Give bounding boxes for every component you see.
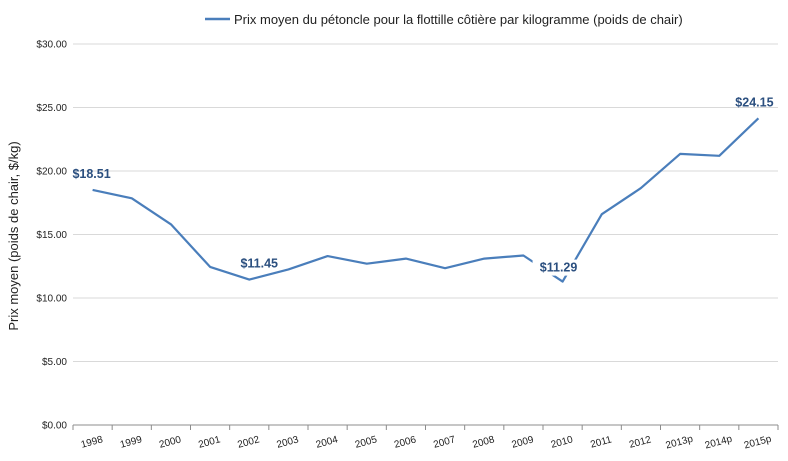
y-tick-label: $10.00 xyxy=(36,294,67,305)
y-tick-label: $15.00 xyxy=(36,230,67,241)
legend-label: Prix moyen du pétoncle pour la flottille… xyxy=(234,12,683,27)
y-tick-label: $25.00 xyxy=(36,103,67,114)
y-axis-ticks: $0.00 $5.00 $10.00 $15.00 $20.00 $25.00 $30.00 xyxy=(36,40,67,432)
x-tick-label: 1998 xyxy=(80,434,105,450)
series-line-path xyxy=(92,117,760,283)
x-tick-label: 2013p xyxy=(665,434,695,452)
x-tick-label: 2011 xyxy=(589,434,613,450)
legend: Prix moyen du pétoncle pour la flottille… xyxy=(205,12,683,27)
x-tick-label: 2012 xyxy=(628,434,653,450)
x-tick-label: 2002 xyxy=(236,434,261,450)
x-tick-label: 2004 xyxy=(315,434,340,450)
y-tick-label: $20.00 xyxy=(36,167,67,178)
x-tick-label: 2010 xyxy=(550,434,575,450)
x-tick-label: 2007 xyxy=(432,434,457,450)
data-label: $18.51 xyxy=(72,167,110,181)
x-tick-label: 2001 xyxy=(197,434,222,450)
series-line xyxy=(92,117,760,283)
data-label: $11.29 xyxy=(540,261,578,275)
data-label: $11.45 xyxy=(240,257,278,271)
y-axis-title: Prix moyen (poids de chair, $/kg) xyxy=(6,141,21,330)
gridlines xyxy=(73,43,778,426)
x-tick-label: 2000 xyxy=(158,434,183,450)
x-tick-label: 2003 xyxy=(276,434,301,450)
x-tick-label: 2006 xyxy=(393,434,418,450)
x-tick-label: 2005 xyxy=(354,434,379,450)
data-labels: $18.51 $11.45 $11.29 $24.15 xyxy=(72,95,774,276)
data-label-bg xyxy=(532,259,585,276)
y-tick-label: $5.00 xyxy=(42,357,67,368)
x-tick-label: 2015p xyxy=(743,434,773,452)
x-axis-ticks: 1998 1999 2000 2001 2002 2003 2004 2005 2006 2007… xyxy=(72,425,779,452)
x-tick-label: 2008 xyxy=(471,434,496,450)
x-tick-label: 2009 xyxy=(511,434,536,450)
x-tick-label: 2014p xyxy=(704,434,734,452)
x-tick-label: 1999 xyxy=(119,434,144,450)
y-tick-label: $0.00 xyxy=(42,421,67,432)
data-label: $24.15 xyxy=(735,95,773,109)
y-tick-label: $30.00 xyxy=(36,40,67,51)
